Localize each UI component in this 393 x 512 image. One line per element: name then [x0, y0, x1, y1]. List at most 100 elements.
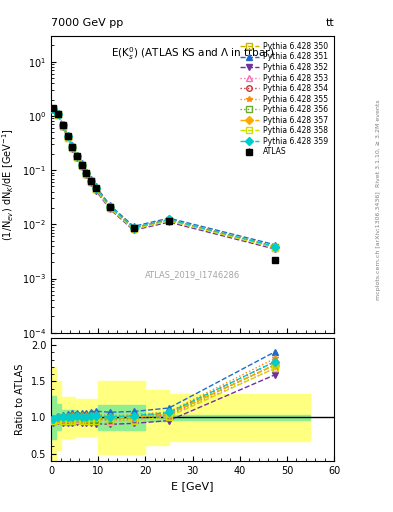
- Pythia 6.428 352: [70, 145, 75, 152]
- Pythia 6.428 359: [131, 225, 136, 231]
- Pythia 6.428 354: [273, 244, 277, 250]
- Pythia 6.428 354: [167, 217, 171, 223]
- Pythia 6.428 352: [273, 246, 277, 252]
- Pythia 6.428 357: [61, 122, 65, 129]
- Pythia 6.428 353: [65, 135, 70, 141]
- Pythia 6.428 354: [94, 185, 98, 191]
- Pythia 6.428 355: [75, 153, 79, 159]
- Pythia 6.428 351: [273, 242, 277, 248]
- Pythia 6.428 356: [89, 178, 94, 184]
- Pythia 6.428 358: [75, 154, 79, 160]
- Pythia 6.428 355: [108, 203, 112, 209]
- Pythia 6.428 356: [70, 144, 75, 150]
- Pythia 6.428 351: [89, 176, 94, 182]
- Pythia 6.428 355: [84, 169, 89, 176]
- Pythia 6.428 352: [75, 155, 79, 161]
- Pythia 6.428 358: [84, 171, 89, 177]
- Pythia 6.428 351: [108, 202, 112, 208]
- Pythia 6.428 350: [79, 162, 84, 168]
- Line: Pythia 6.428 353: Pythia 6.428 353: [51, 106, 278, 250]
- Pythia 6.428 356: [65, 134, 70, 140]
- Pythia 6.428 350: [84, 170, 89, 177]
- Pythia 6.428 354: [108, 204, 112, 210]
- Pythia 6.428 356: [167, 217, 171, 223]
- Pythia 6.428 354: [61, 122, 65, 128]
- Pythia 6.428 353: [273, 245, 277, 251]
- Y-axis label: (1/N$_{ev}$) dN$_K$/dE [GeV$^{-1}$]: (1/N$_{ev}$) dN$_K$/dE [GeV$^{-1}$]: [1, 128, 17, 241]
- Text: 7000 GeV pp: 7000 GeV pp: [51, 18, 123, 28]
- Pythia 6.428 354: [89, 178, 94, 184]
- Line: Pythia 6.428 352: Pythia 6.428 352: [51, 107, 278, 252]
- Pythia 6.428 350: [273, 244, 277, 250]
- Pythia 6.428 352: [167, 219, 171, 225]
- Pythia 6.428 355: [167, 216, 171, 222]
- Pythia 6.428 358: [79, 163, 84, 169]
- Pythia 6.428 359: [70, 143, 75, 150]
- Pythia 6.428 355: [79, 161, 84, 167]
- Pythia 6.428 350: [70, 144, 75, 150]
- Pythia 6.428 356: [273, 244, 277, 250]
- Pythia 6.428 356: [79, 162, 84, 168]
- Pythia 6.428 358: [70, 145, 75, 151]
- Pythia 6.428 358: [65, 135, 70, 141]
- Line: Pythia 6.428 359: Pythia 6.428 359: [51, 106, 278, 249]
- Pythia 6.428 354: [70, 143, 75, 150]
- Line: Pythia 6.428 356: Pythia 6.428 356: [51, 106, 278, 250]
- Pythia 6.428 359: [167, 217, 171, 223]
- Pythia 6.428 358: [108, 205, 112, 211]
- Pythia 6.428 357: [94, 185, 98, 191]
- Pythia 6.428 350: [108, 204, 112, 210]
- Pythia 6.428 354: [51, 105, 56, 112]
- Pythia 6.428 352: [131, 227, 136, 233]
- Legend: Pythia 6.428 350, Pythia 6.428 351, Pythia 6.428 352, Pythia 6.428 353, Pythia 6: Pythia 6.428 350, Pythia 6.428 351, Pyth…: [238, 39, 330, 159]
- Pythia 6.428 352: [84, 172, 89, 178]
- Pythia 6.428 350: [51, 106, 56, 112]
- Pythia 6.428 356: [84, 170, 89, 177]
- Line: Pythia 6.428 351: Pythia 6.428 351: [51, 105, 278, 248]
- Pythia 6.428 353: [167, 218, 171, 224]
- Text: E(K$^0_s$) (ATLAS KS and Λ in ttbar): E(K$^0_s$) (ATLAS KS and Λ in ttbar): [111, 45, 274, 61]
- Pythia 6.428 355: [89, 177, 94, 183]
- Pythia 6.428 352: [65, 135, 70, 141]
- Pythia 6.428 351: [56, 110, 61, 116]
- Pythia 6.428 355: [61, 121, 65, 127]
- Pythia 6.428 350: [167, 217, 171, 223]
- Pythia 6.428 358: [131, 226, 136, 232]
- Line: Pythia 6.428 354: Pythia 6.428 354: [51, 106, 278, 249]
- Pythia 6.428 357: [70, 144, 75, 150]
- Pythia 6.428 350: [61, 123, 65, 129]
- Pythia 6.428 357: [65, 134, 70, 140]
- Pythia 6.428 357: [108, 204, 112, 210]
- Pythia 6.428 357: [273, 244, 277, 250]
- Pythia 6.428 353: [89, 179, 94, 185]
- Pythia 6.428 356: [56, 111, 61, 117]
- Pythia 6.428 359: [84, 170, 89, 176]
- Pythia 6.428 356: [131, 225, 136, 231]
- Pythia 6.428 357: [56, 111, 61, 117]
- Pythia 6.428 350: [56, 111, 61, 117]
- Pythia 6.428 358: [51, 106, 56, 112]
- Pythia 6.428 359: [65, 133, 70, 139]
- Pythia 6.428 357: [51, 106, 56, 112]
- Pythia 6.428 351: [131, 223, 136, 229]
- Pythia 6.428 354: [131, 225, 136, 231]
- Pythia 6.428 354: [79, 162, 84, 168]
- Line: Pythia 6.428 350: Pythia 6.428 350: [51, 106, 278, 250]
- Pythia 6.428 353: [56, 112, 61, 118]
- Pythia 6.428 357: [131, 225, 136, 231]
- Pythia 6.428 355: [131, 224, 136, 230]
- Pythia 6.428 359: [94, 185, 98, 191]
- Pythia 6.428 350: [75, 154, 79, 160]
- Pythia 6.428 353: [70, 144, 75, 151]
- Pythia 6.428 359: [89, 178, 94, 184]
- Pythia 6.428 355: [65, 133, 70, 139]
- Pythia 6.428 359: [108, 204, 112, 210]
- Pythia 6.428 356: [51, 106, 56, 112]
- Pythia 6.428 358: [89, 179, 94, 185]
- Text: mcplots.cern.ch [arXiv:1306.3436]: mcplots.cern.ch [arXiv:1306.3436]: [376, 191, 381, 300]
- Y-axis label: Ratio to ATLAS: Ratio to ATLAS: [15, 364, 25, 435]
- Pythia 6.428 354: [84, 170, 89, 176]
- Pythia 6.428 357: [75, 153, 79, 159]
- Pythia 6.428 355: [273, 243, 277, 249]
- Line: Pythia 6.428 355: Pythia 6.428 355: [51, 106, 278, 249]
